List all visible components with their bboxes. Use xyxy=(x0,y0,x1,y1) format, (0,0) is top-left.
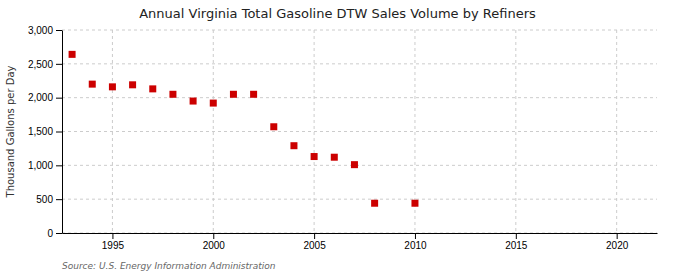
x-axis: 1995 2000 2005 2010 2015 2020 xyxy=(63,233,658,251)
point xyxy=(210,100,217,107)
grid-line-y xyxy=(62,131,657,132)
y-axis-label: Thousand Gallons per Day xyxy=(5,65,16,198)
y-tick: 1,000 xyxy=(28,160,62,171)
grid-line-y xyxy=(62,63,657,64)
grid-line-y xyxy=(62,165,657,166)
y-tick-mark xyxy=(56,98,62,99)
y-tick-label: 0 xyxy=(47,228,53,239)
x-tick-mark xyxy=(112,233,113,239)
y-tick: 2,500 xyxy=(28,59,62,70)
x-tick-mark xyxy=(415,233,416,239)
y-tick-mark xyxy=(56,165,62,166)
y-tick: 0 xyxy=(47,228,62,239)
point xyxy=(371,200,378,207)
point xyxy=(109,83,116,90)
x-tick: 1995 xyxy=(102,233,125,251)
point xyxy=(89,81,96,88)
plot-area: 1995 2000 2005 2010 2015 2020 0 500 1,000 1,500 2,… xyxy=(28,25,658,251)
x-tick-label: 2020 xyxy=(606,240,629,251)
point xyxy=(250,91,257,98)
point xyxy=(311,153,318,160)
x-tick-mark xyxy=(617,233,618,239)
point xyxy=(290,142,297,149)
y-axis-line xyxy=(62,31,63,234)
x-tick: 2000 xyxy=(203,233,226,251)
x-tick-label: 2015 xyxy=(505,240,528,251)
y-tick-label: 3,000 xyxy=(28,25,53,36)
y-tick-label: 500 xyxy=(36,194,53,205)
y-tick: 2,000 xyxy=(28,92,62,103)
y-tick-mark xyxy=(56,132,62,133)
x-tick: 2015 xyxy=(505,233,528,251)
y-tick-mark xyxy=(56,199,62,200)
point xyxy=(149,85,156,92)
y-tick-label: 2,000 xyxy=(28,92,53,103)
points xyxy=(69,51,419,207)
x-tick-label: 2000 xyxy=(203,240,226,251)
point xyxy=(69,51,76,58)
grid-line-y xyxy=(62,30,657,31)
y-axis: 0 500 1,000 1,500 2,000 2,500 3,000 xyxy=(28,25,63,239)
point xyxy=(169,91,176,98)
annotation: Source: U.S. Energy Information Administ… xyxy=(62,261,276,271)
x-tick-mark xyxy=(314,233,315,239)
point xyxy=(230,91,237,98)
y-tick-mark xyxy=(56,30,62,31)
point xyxy=(190,98,197,105)
x-tick: 2020 xyxy=(606,233,629,251)
point xyxy=(411,200,418,207)
point xyxy=(331,154,338,161)
y-tick: 500 xyxy=(36,194,62,205)
x-tick: 2010 xyxy=(404,233,427,251)
title: Annual Virginia Total Gasoline DTW Sales… xyxy=(139,6,536,21)
y-tick: 3,000 xyxy=(28,25,62,36)
x-tick-label: 1995 xyxy=(102,240,125,251)
point xyxy=(270,123,277,130)
x-tick: 2005 xyxy=(303,233,326,251)
grid-line-y xyxy=(62,233,657,234)
x-tick-label: 2005 xyxy=(303,240,326,251)
x-tick-mark xyxy=(516,233,517,239)
chart: 1995 2000 2005 2010 2015 2020 0 500 1,000 1,500 2,… xyxy=(0,0,675,275)
y-tick-mark xyxy=(56,233,62,234)
x-tick-label: 2010 xyxy=(404,240,427,251)
point xyxy=(129,81,136,88)
x-tick-mark xyxy=(213,233,214,239)
grid xyxy=(62,30,657,233)
y-tick-label: 1,500 xyxy=(28,126,53,137)
grid-line-y xyxy=(62,199,657,200)
x-axis-line xyxy=(63,233,658,234)
y-tick-label: 2,500 xyxy=(28,59,53,70)
point xyxy=(351,161,358,168)
grid-line-x xyxy=(515,30,516,233)
y-tick: 1,500 xyxy=(28,126,62,137)
y-tick-label: 1,000 xyxy=(28,160,53,171)
grid-line-y xyxy=(62,97,657,98)
y-tick-mark xyxy=(56,64,62,65)
